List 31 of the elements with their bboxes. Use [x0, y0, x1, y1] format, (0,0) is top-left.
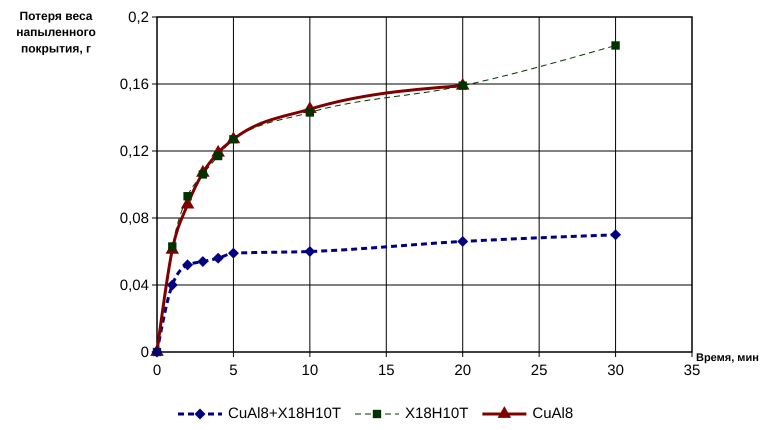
x-tick-label: 15 — [378, 362, 395, 379]
point — [306, 108, 314, 117]
y-tick-label: 0,2 — [128, 8, 149, 26]
x-tick-label: 20 — [454, 362, 472, 379]
point — [304, 246, 316, 257]
y-tick-label: 0,04 — [120, 276, 149, 294]
x-tick-label: 5 — [229, 362, 238, 379]
legend-label: CuAl8 — [532, 404, 574, 422]
x-tick-label: 0 — [152, 362, 162, 379]
point — [166, 280, 178, 290]
point — [197, 256, 208, 268]
point — [457, 236, 468, 247]
x-tick-label: 10 — [302, 362, 318, 379]
x-tick-label: 25 — [530, 362, 548, 379]
point — [214, 152, 222, 160]
y-tick-label: 0 — [140, 344, 149, 361]
point — [610, 229, 622, 240]
point — [212, 252, 224, 264]
point — [183, 192, 192, 200]
x-tick-label: 35 — [684, 362, 700, 379]
y-tick-label: 0,16 — [120, 76, 149, 93]
point — [182, 259, 194, 270]
y-tick-label: 0,08 — [120, 210, 149, 227]
legend-label: X18H10T — [404, 404, 468, 422]
legend-label: CuAl8+X18H10T — [228, 404, 341, 422]
y-tick-label: 0,12 — [120, 142, 149, 160]
y-axis-title: Потеря веса напыленного покрытия, г — [16, 9, 96, 56]
point — [228, 248, 239, 259]
x-axis-title: Время, мин — [696, 352, 759, 364]
x-tick-label: 30 — [607, 362, 624, 379]
point — [611, 41, 620, 50]
